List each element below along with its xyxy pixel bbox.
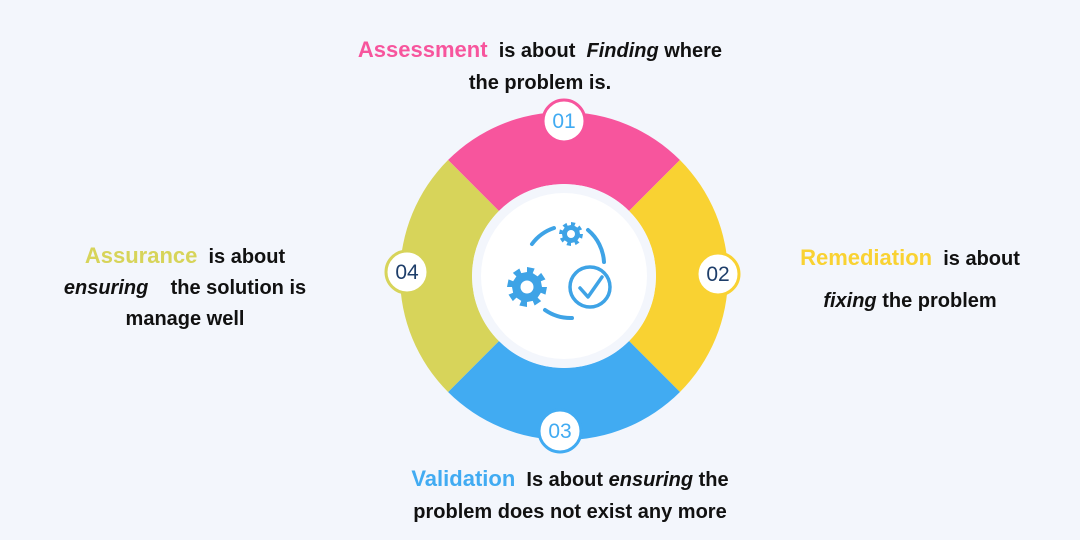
check-circle-icon [568, 265, 612, 309]
remediation-text-a: is about [943, 248, 1020, 270]
step-number-02: 02 [706, 263, 729, 286]
assessment-emphasis: Finding [586, 40, 659, 62]
step-badge-03: 03 [537, 408, 583, 454]
assurance-description: Assurance is about ensuring the solution… [20, 240, 350, 335]
segment-remediation [629, 160, 728, 392]
remediation-emphasis: fixing [823, 290, 877, 312]
assurance-line3: manage well [125, 308, 245, 330]
remediation-keyword: Remediation [800, 245, 933, 270]
assessment-text-b: where [664, 40, 723, 62]
step-number-01: 01 [552, 110, 575, 133]
assurance-text-b: the solution is [170, 277, 307, 299]
remediation-description: Remediation is about fixing the problem [760, 242, 1060, 317]
step-badge-01: 01 [541, 98, 587, 144]
assessment-text-a: is about [498, 40, 576, 62]
validation-description: Validation Is about ensuring the problem… [340, 463, 800, 528]
segment-assurance [399, 160, 499, 392]
assessment-line2: the problem is. [468, 72, 612, 94]
assurance-keyword: Assurance [84, 243, 198, 268]
validation-text-b: the [698, 469, 729, 491]
assurance-text-a: is about [208, 246, 286, 268]
validation-emphasis: ensuring [608, 469, 694, 491]
step-badge-02: 02 [695, 251, 741, 297]
assessment-description: Assessment is about Finding where the pr… [300, 34, 780, 99]
validation-text-a: Is about [526, 469, 604, 491]
assessment-keyword: Assessment [357, 37, 488, 62]
assurance-emphasis: ensuring [63, 277, 149, 299]
segment-validation [448, 341, 680, 440]
step-number-04: 04 [395, 261, 419, 284]
validation-line2: problem does not exist any more [413, 501, 727, 523]
step-number-03: 03 [548, 420, 571, 443]
remediation-text-b: the problem [882, 290, 997, 312]
segment-assessment [448, 111, 680, 211]
cycle-arrows-icon [530, 226, 606, 321]
validation-keyword: Validation [411, 466, 516, 491]
step-badge-04: 04 [384, 249, 430, 295]
gear-icon [507, 267, 547, 307]
gear-small-icon [559, 222, 583, 246]
center-circle [481, 193, 647, 359]
